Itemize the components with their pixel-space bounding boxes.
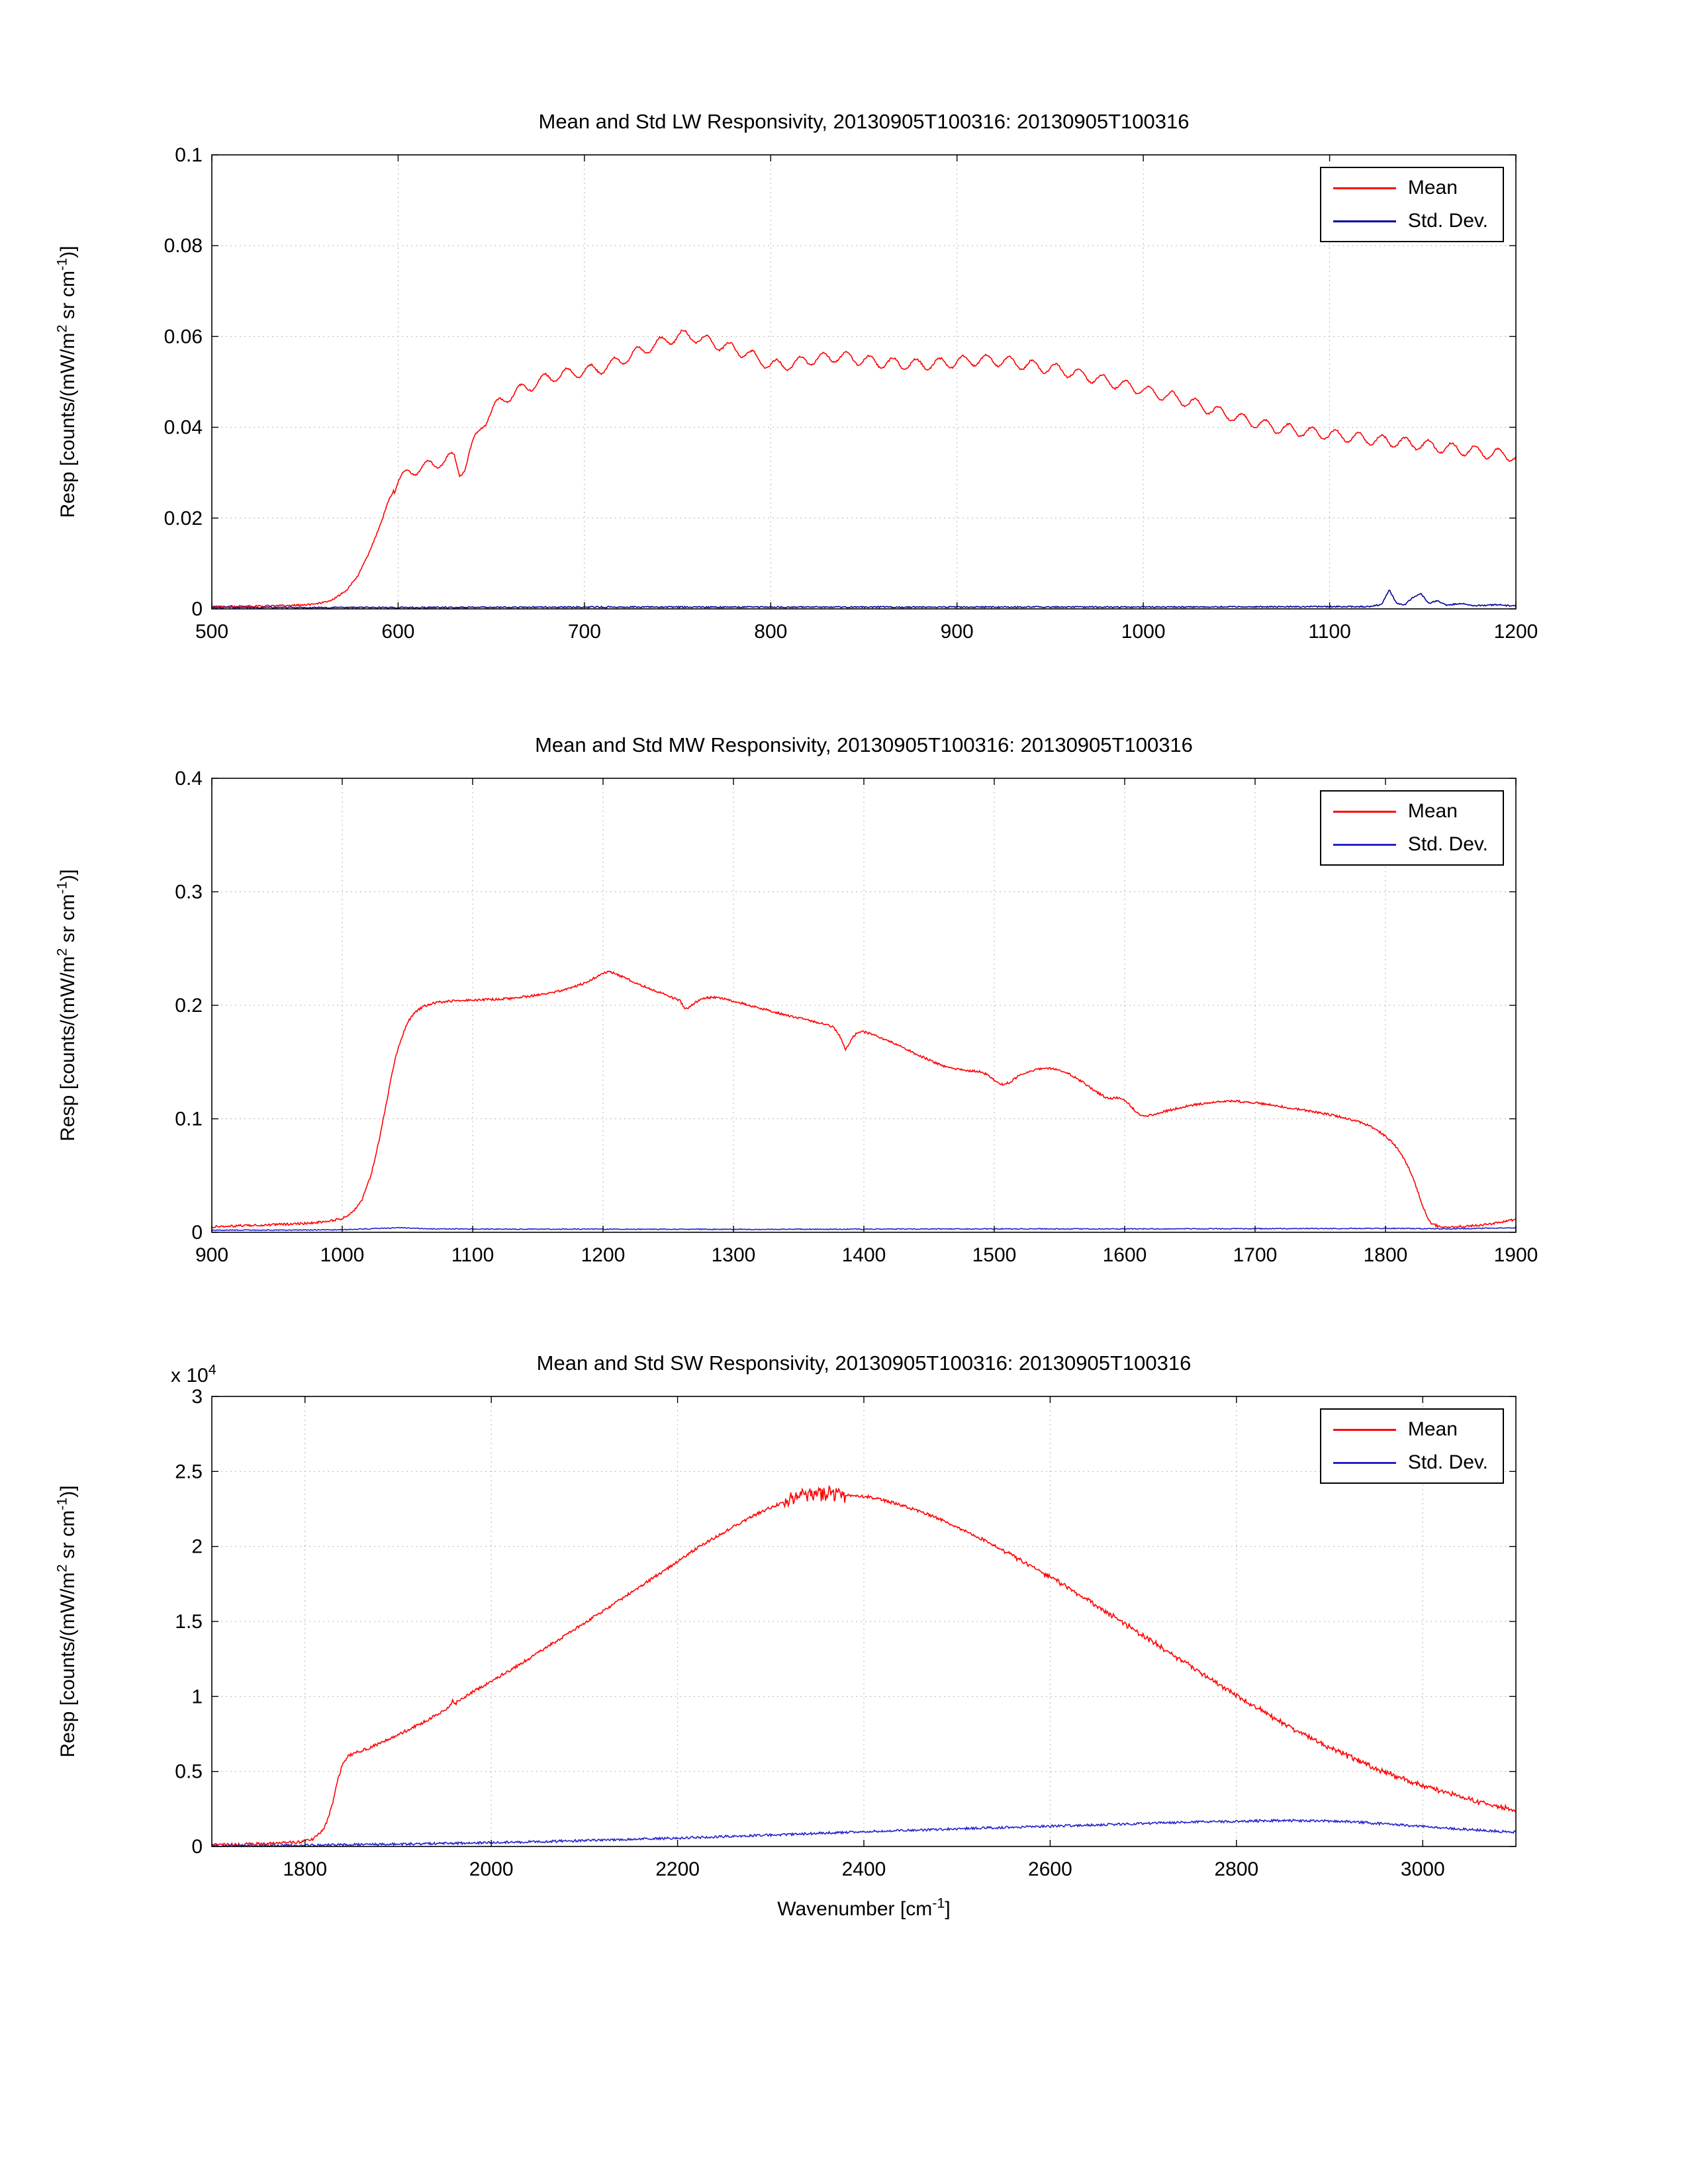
std-dev-legend-label: Std. Dev.	[1407, 210, 1488, 232]
mw-chart-title: Mean and Std MW Responsivity, 20130905T1…	[535, 733, 1193, 756]
lw-chart-title: Mean and Std LW Responsivity, 20130905T1…	[538, 110, 1190, 133]
std-dev-line-sample	[1333, 1461, 1396, 1464]
mean-legend-label: Mean	[1407, 800, 1458, 822]
svg-text:Wavenumber [cm-1]: Wavenumber [cm-1]	[777, 1895, 951, 1920]
svg-text:1100: 1100	[1308, 621, 1351, 643]
svg-text:0.08: 0.08	[164, 235, 203, 257]
svg-text:0.5: 0.5	[175, 1761, 203, 1783]
svg-text:2: 2	[191, 1536, 203, 1558]
svg-text:2.5: 2.5	[175, 1461, 203, 1482]
std-dev-line-sample	[1333, 843, 1396, 846]
lw-plot: 500 600 700 800 900 1000 1100 1200 0 0.02 0.04 0.06…	[54, 144, 1538, 643]
svg-text:700: 700	[568, 621, 601, 643]
svg-text:1.5: 1.5	[175, 1611, 203, 1633]
svg-text:2600: 2600	[1028, 1858, 1072, 1880]
svg-text:0: 0	[191, 1222, 203, 1244]
std-dev-legend-label: Std. Dev.	[1407, 833, 1488, 855]
svg-text:1000: 1000	[1121, 621, 1166, 643]
svg-text:1900: 1900	[1494, 1244, 1538, 1266]
svg-text:2800: 2800	[1214, 1858, 1258, 1880]
svg-text:900: 900	[195, 1244, 228, 1266]
std-dev-legend-label: Std. Dev.	[1407, 1451, 1488, 1473]
sw-legend-entry-mean: Mean	[1333, 1418, 1488, 1441]
svg-text:0.4: 0.4	[175, 768, 203, 790]
svg-text:Resp [counts/(mW/m2 sr cm-1)]: Resp [counts/(mW/m2 sr cm-1)]	[54, 246, 79, 518]
svg-text:3000: 3000	[1401, 1858, 1445, 1880]
mean-line-sample	[1333, 187, 1396, 189]
std-dev-line	[211, 1818, 1517, 1848]
svg-text:800: 800	[754, 621, 787, 643]
svg-text:900: 900	[941, 621, 974, 643]
svg-text:0.2: 0.2	[175, 995, 203, 1017]
svg-text:Resp [counts/(mW/m2 sr cm-1)]: Resp [counts/(mW/m2 sr cm-1)]	[54, 1485, 79, 1757]
svg-text:1200: 1200	[1494, 621, 1538, 643]
mean-legend-label: Mean	[1407, 177, 1458, 199]
svg-text:1600: 1600	[1103, 1244, 1147, 1266]
lw-legend-entry-mean: Mean	[1333, 176, 1488, 200]
mean-legend-label: Mean	[1407, 1418, 1458, 1440]
svg-text:600: 600	[381, 621, 414, 643]
lw-legend-entry-std: Std. Dev.	[1333, 209, 1488, 233]
svg-text:Resp [counts/(mW/m2 sr cm-1)]: Resp [counts/(mW/m2 sr cm-1)]	[54, 869, 79, 1141]
svg-text:1: 1	[191, 1686, 203, 1707]
mw-legend-entry-mean: Mean	[1333, 799, 1488, 823]
mw-plot: 900 1000 1100 1200 1300 1400 1500 1600 1700 1800 1…	[54, 768, 1538, 1266]
mean-line	[211, 1484, 1517, 1848]
svg-text:0.04: 0.04	[164, 417, 203, 439]
svg-text:0.02: 0.02	[164, 508, 203, 529]
svg-text:2400: 2400	[842, 1858, 886, 1880]
svg-text:1800: 1800	[1364, 1244, 1408, 1266]
svg-text:1500: 1500	[972, 1244, 1017, 1266]
mean-line	[211, 970, 1517, 1229]
mean-line-sample	[1333, 810, 1396, 813]
svg-text:500: 500	[195, 621, 228, 643]
lw-legend: Mean Std. Dev.	[1319, 167, 1504, 242]
mw-legend-entry-std: Std. Dev.	[1333, 833, 1488, 856]
svg-text:1800: 1800	[283, 1858, 327, 1880]
svg-text:0.1: 0.1	[175, 144, 203, 166]
svg-text:1000: 1000	[320, 1244, 365, 1266]
svg-text:1200: 1200	[581, 1244, 626, 1266]
svg-text:0.06: 0.06	[164, 326, 203, 347]
svg-text:0.3: 0.3	[175, 882, 203, 903]
svg-text:x 104: x 104	[171, 1361, 216, 1387]
mean-line-sample	[1333, 1428, 1396, 1431]
svg-text:0.1: 0.1	[175, 1109, 203, 1130]
std-dev-line-sample	[1333, 220, 1396, 222]
svg-text:1300: 1300	[712, 1244, 756, 1266]
svg-text:1400: 1400	[842, 1244, 886, 1266]
svg-text:0: 0	[191, 1836, 203, 1858]
svg-text:1100: 1100	[451, 1244, 494, 1266]
sw-legend: Mean Std. Dev.	[1319, 1408, 1504, 1484]
svg-text:2000: 2000	[469, 1858, 514, 1880]
sw-chart-title: Mean and Std SW Responsivity, 20130905T1…	[536, 1351, 1192, 1375]
svg-text:0: 0	[191, 598, 203, 620]
sw-legend-entry-std: Std. Dev.	[1333, 1451, 1488, 1475]
std-dev-line	[211, 589, 1517, 610]
svg-text:1700: 1700	[1233, 1244, 1278, 1266]
mean-line	[211, 329, 1517, 608]
svg-text:2200: 2200	[655, 1858, 700, 1880]
mw-legend: Mean Std. Dev.	[1319, 790, 1504, 866]
svg-text:3: 3	[191, 1386, 203, 1408]
sw-plot: 1800 2000 2200 2400 2600 2800 3000 0 0.5 1 1.5 2 2.5…	[54, 1361, 1517, 1920]
